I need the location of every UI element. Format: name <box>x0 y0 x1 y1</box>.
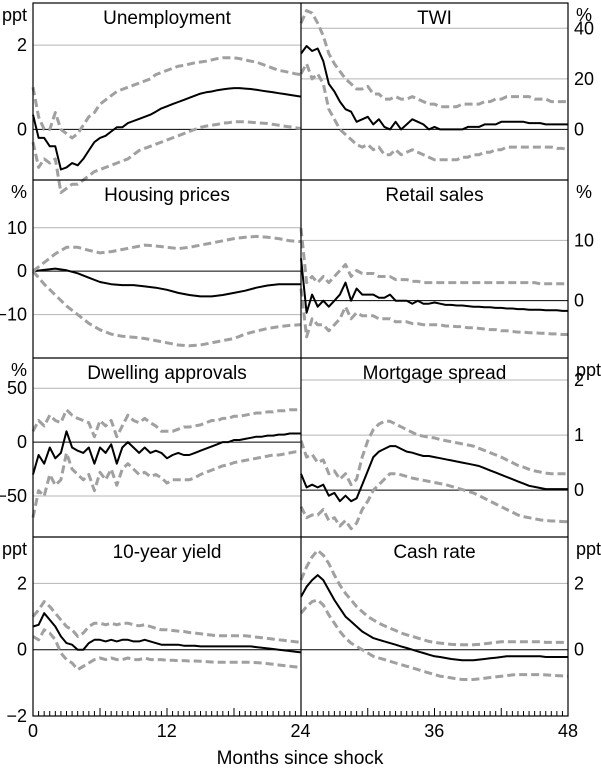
panel-7: 0 2 Cash rate ppt <box>299 539 601 681</box>
y-tick-label: 20 <box>574 69 594 89</box>
panel-1: 0 20 40 TWI% <box>299 5 594 162</box>
x-tick-label: 48 <box>558 721 578 741</box>
lower-band-line <box>299 472 568 531</box>
response-line <box>32 612 302 654</box>
y-tick-label: 0 <box>17 432 27 452</box>
upper-band-line <box>31 408 301 439</box>
response-line <box>300 45 568 131</box>
panel-title: Unemployment <box>103 8 231 29</box>
unit-label: ppt <box>2 5 27 25</box>
panel-title: Retail sales <box>385 185 483 206</box>
upper-band-line <box>32 234 302 273</box>
panel-5: 0 1 2 Mortgage spread ppt <box>299 360 601 531</box>
panel-title: Housing prices <box>104 185 230 206</box>
upper-band-line <box>31 600 302 644</box>
x-tick-label: 12 <box>157 721 177 741</box>
response-line <box>300 258 568 314</box>
panel-3: 0 10 Retail sales% <box>299 182 594 339</box>
unit-label: % <box>11 360 27 380</box>
y-tick-label: 1 <box>574 425 584 445</box>
x-tick-label: 36 <box>424 721 444 741</box>
unit-label: ppt <box>576 539 601 559</box>
frame-layer <box>32 2 569 717</box>
response-line <box>300 445 568 503</box>
panel-0: 0 2 Unemployment ppt <box>2 5 302 195</box>
x-tick-label: 0 <box>28 721 38 741</box>
unit-label: % <box>11 182 27 202</box>
lower-band-line <box>31 120 302 195</box>
y-tick-label: 40 <box>574 18 594 38</box>
y-tick-label: −50 <box>0 486 27 506</box>
upper-band-line <box>299 548 568 647</box>
y-tick-label: 0 <box>574 119 584 139</box>
panel-title: TWI <box>417 8 452 29</box>
y-tick-label: 0 <box>574 480 584 500</box>
upper-band-line <box>31 56 302 140</box>
panel-title: Cash rate <box>393 542 475 563</box>
upper-band-line <box>299 228 568 286</box>
x-axis: 0 12 24 36 48 <box>28 708 578 741</box>
unit-label: % <box>576 182 592 202</box>
upper-band-line <box>299 419 568 487</box>
panel-title: 10-year yield <box>113 542 222 563</box>
upper-band-line <box>299 9 568 109</box>
y-tick-label: 10 <box>7 218 27 238</box>
response-line <box>300 574 568 662</box>
lower-band-line <box>299 62 569 162</box>
y-tick-label: 2 <box>17 573 27 593</box>
y-tick-label: 2 <box>17 35 27 55</box>
y-tick-label: 2 <box>574 370 584 390</box>
unit-label: % <box>576 5 592 25</box>
response-line <box>32 430 301 475</box>
x-tick-label: 24 <box>290 721 310 741</box>
y-tick-label: 0 <box>574 291 584 311</box>
y-tick-label: 2 <box>574 573 584 593</box>
unit-label: ppt <box>2 539 27 559</box>
x-axis-label: Months since shock <box>217 748 384 769</box>
y-tick-label: 50 <box>7 378 27 398</box>
lower-band-line <box>299 598 569 681</box>
panel-4: −50 0 50 Dwelling approvals% <box>0 360 301 518</box>
panel-title: Dwelling approvals <box>87 363 246 384</box>
y-tick-label: 0 <box>17 119 27 139</box>
y-tick-label: 0 <box>574 640 584 660</box>
y-tick-label: 0 <box>17 640 27 660</box>
panel-title: Mortgage spread <box>363 363 507 384</box>
lower-band-line <box>299 288 568 339</box>
y-tick-label: 0 <box>17 261 27 281</box>
lower-band-line <box>32 628 302 672</box>
response-line <box>32 267 301 298</box>
y-tick-label: −2 <box>6 706 27 726</box>
panel-2: −10 0 10 Housing prices% <box>0 182 302 348</box>
response-line <box>32 87 302 171</box>
lower-band-line <box>31 270 302 348</box>
panel-6: −2 0 2 10-year yield ppt <box>2 539 302 726</box>
lower-band-line <box>31 450 301 518</box>
y-tick-label: 10 <box>574 230 594 250</box>
unit-label: ppt <box>576 360 601 380</box>
y-tick-label: −10 <box>0 305 27 325</box>
